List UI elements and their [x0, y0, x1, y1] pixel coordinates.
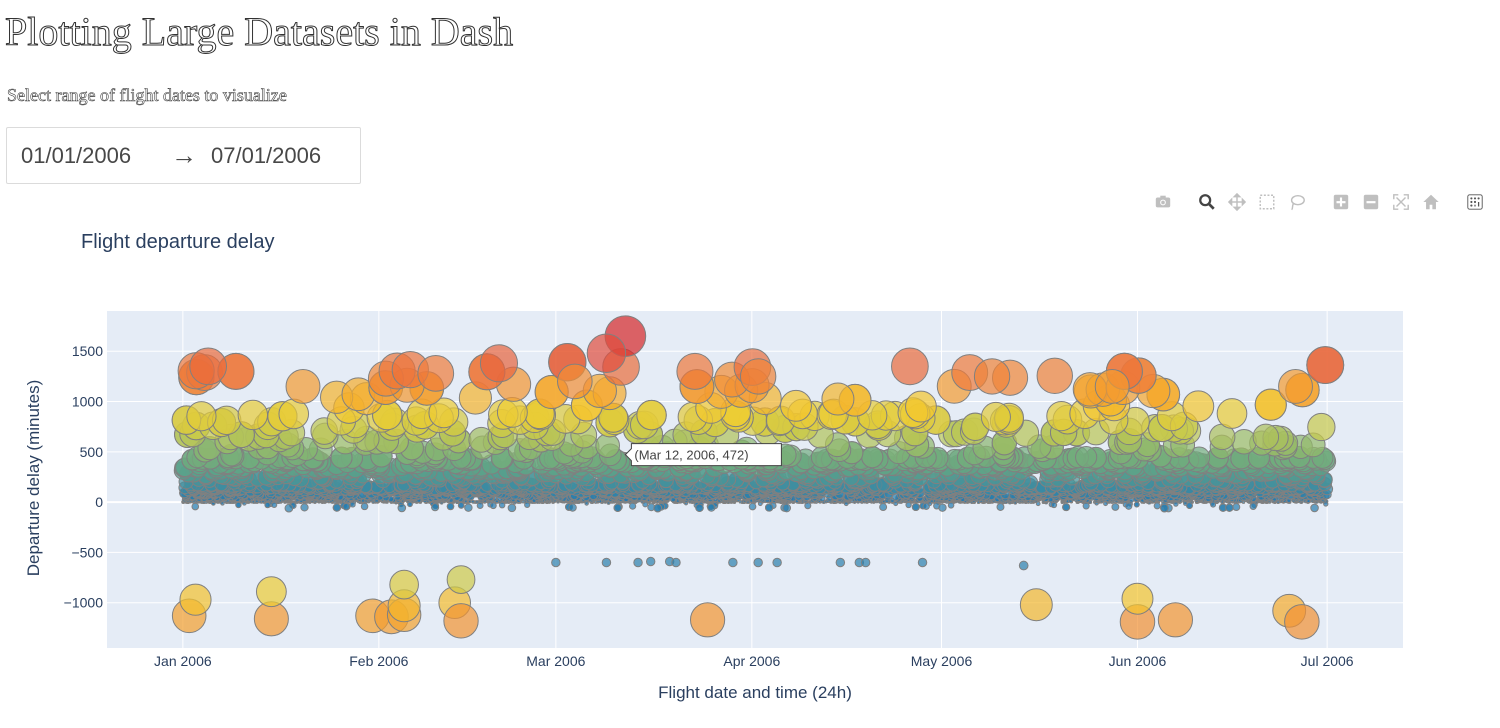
delay-point [476, 502, 484, 510]
date-range-picker[interactable]: → [6, 127, 361, 184]
plotly-logo-icon [1467, 194, 1483, 210]
delay-point [349, 501, 356, 508]
delay-point [695, 503, 704, 513]
delay-point [1249, 502, 1257, 510]
delay-point [1323, 501, 1329, 507]
autoscale-icon [1393, 194, 1409, 210]
box-select-button[interactable] [1252, 190, 1282, 214]
zoom-icon [1199, 194, 1215, 210]
zoom-out-button[interactable] [1356, 190, 1386, 214]
delay-point [397, 503, 407, 513]
delay-point [1160, 503, 1169, 513]
lasso-select-button[interactable] [1282, 190, 1312, 214]
lasso-select-icon [1290, 194, 1305, 211]
delay-point [1103, 501, 1109, 507]
date-range-prompt: Select range of flight dates to visualiz… [7, 85, 288, 106]
box-select-icon [1259, 194, 1275, 210]
delay-point [996, 503, 1005, 511]
delay-point [475, 500, 479, 504]
delay-point [642, 501, 649, 508]
delay-point [300, 503, 309, 512]
delay-point [524, 501, 531, 508]
autoscale-button[interactable] [1386, 190, 1416, 214]
delay-point [1186, 502, 1193, 509]
delay-point [938, 503, 947, 512]
pan-button[interactable] [1222, 190, 1252, 214]
delay-point [431, 503, 440, 512]
zoom-button[interactable] [1192, 190, 1222, 214]
plotly-logo-button[interactable] [1460, 190, 1490, 214]
delay-point [1050, 501, 1058, 509]
delay-point [251, 499, 256, 504]
delay-point [905, 501, 912, 509]
delay-point [457, 502, 465, 509]
delay-point [1210, 501, 1217, 508]
delay-point [1111, 502, 1120, 511]
delay-point [804, 502, 812, 510]
delay-point [471, 499, 475, 504]
delay-point [464, 503, 473, 512]
delay-point [628, 502, 637, 510]
data-points[interactable] [171, 315, 1345, 640]
delay-point [613, 503, 622, 513]
delay-point [893, 501, 899, 507]
delay-point [507, 503, 517, 513]
plot-modebar [1134, 190, 1490, 214]
delay-point [264, 501, 271, 509]
delay-point [1310, 503, 1319, 513]
delay-point [1125, 502, 1133, 510]
reset-axes-icon [1423, 194, 1439, 210]
chart-title: Flight departure delay [81, 231, 274, 253]
zoom-in-icon [1333, 194, 1349, 210]
reset-axes-button[interactable] [1416, 190, 1446, 214]
delay-point [879, 503, 888, 512]
zoom-in-button[interactable] [1326, 190, 1356, 214]
delay-point [498, 501, 506, 509]
delay-point [1231, 428, 1257, 455]
delay-point [922, 502, 930, 510]
delay-point [568, 503, 577, 512]
delay-point [407, 501, 413, 508]
delay-point [595, 433, 620, 459]
delay-point [360, 502, 369, 511]
start-date-input[interactable] [21, 142, 151, 169]
delay-point [1232, 503, 1241, 511]
delay-point [1225, 503, 1234, 512]
pan-icon [1228, 193, 1246, 211]
delay-point [332, 503, 342, 512]
camera-button[interactable] [1148, 190, 1178, 214]
delay-point [911, 503, 920, 512]
camera-icon [1155, 195, 1171, 208]
delay-point [1133, 501, 1140, 508]
delay-point [489, 502, 497, 510]
delay-point [342, 502, 351, 511]
delay-point [1082, 502, 1090, 510]
delay-point [748, 502, 757, 511]
end-date-input[interactable] [211, 142, 341, 169]
delay-point [1075, 446, 1098, 469]
delay-point [271, 501, 278, 508]
page-title: Plotting Large Datasets in Dash [4, 9, 514, 55]
delay-point [191, 502, 200, 511]
delay-point [764, 503, 774, 512]
delay-point [284, 503, 294, 513]
delay-point [653, 503, 663, 513]
delay-point [861, 446, 884, 469]
arrow-right-icon: → [171, 139, 197, 170]
delay-point [235, 501, 242, 509]
delay-point [446, 502, 455, 511]
departure-delay-scatter-chart: Flight departure delay −1000−50005001000… [24, 231, 1403, 702]
delay-point [1153, 502, 1161, 510]
delay-point [782, 503, 792, 513]
delay-point [947, 501, 955, 509]
delay-point [707, 503, 716, 512]
zoom-out-icon [1363, 194, 1379, 210]
delay-point [1062, 503, 1071, 512]
